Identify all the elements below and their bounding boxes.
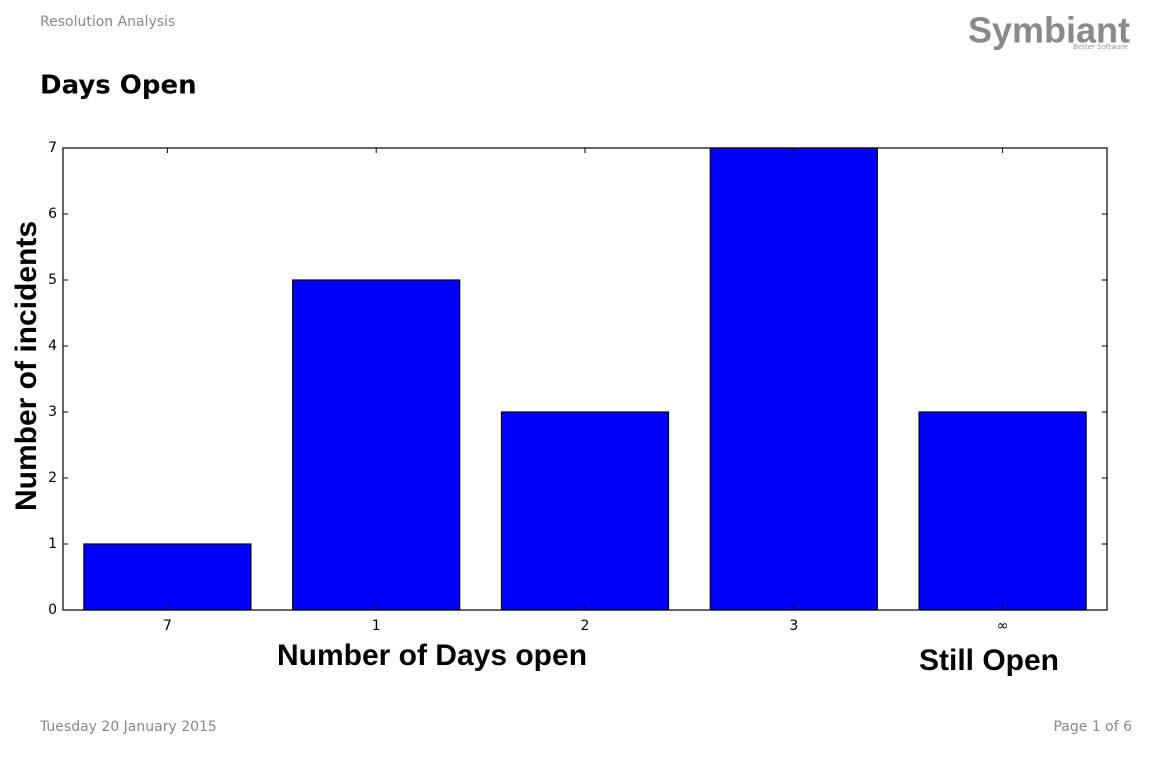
bar — [500, 411, 670, 611]
x-tick-label: 3 — [789, 618, 798, 634]
bar — [83, 543, 252, 611]
y-tick-label: 5 — [48, 272, 57, 288]
header-title: Resolution Analysis — [40, 14, 175, 30]
footer-page: Page 1 of 6 — [1053, 719, 1132, 735]
logo-tagline: Better Software — [1073, 43, 1128, 51]
x-axis-label: Number of Days open — [277, 639, 587, 672]
y-tick-label: 6 — [48, 206, 57, 222]
y-tick-label: 7 — [48, 140, 57, 156]
y-tick-label: 2 — [48, 470, 57, 486]
y-tick-label: 3 — [48, 404, 57, 420]
logo: Symbiant — [968, 10, 1130, 51]
page-title: Days Open — [40, 71, 197, 101]
y-axis-label: Number of incidents — [10, 221, 43, 511]
bar — [918, 411, 1087, 611]
x-tick-label: 7 — [163, 618, 172, 634]
bar — [709, 147, 878, 611]
y-tick-label: 1 — [48, 536, 57, 552]
bar — [292, 279, 461, 611]
x-tick-label: 2 — [581, 618, 590, 634]
annotation: Still Open — [919, 644, 1059, 677]
plot-frame — [62, 147, 1108, 611]
y-tick-label: 4 — [48, 338, 57, 354]
x-tick-label: ∞ — [997, 618, 1009, 634]
footer-date: Tuesday 20 January 2015 — [39, 719, 217, 735]
y-tick-label: 0 — [48, 602, 57, 618]
x-tick-label: 1 — [372, 618, 381, 634]
